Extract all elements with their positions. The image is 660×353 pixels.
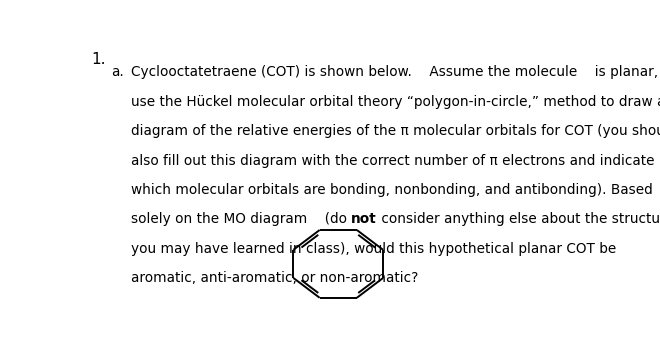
- Text: you may have learned in class), would this hypothetical planar COT be: you may have learned in class), would th…: [131, 241, 616, 256]
- Text: which molecular orbitals are bonding, nonbonding, and antibonding). Based: which molecular orbitals are bonding, no…: [131, 183, 652, 197]
- Text: consider anything else about the structure: consider anything else about the structu…: [377, 212, 660, 226]
- Text: aromatic, anti-aromatic, or non-aromatic?: aromatic, anti-aromatic, or non-aromatic…: [131, 271, 418, 285]
- Text: not: not: [351, 212, 377, 226]
- Text: a.: a.: [111, 65, 123, 79]
- Text: diagram of the relative energies of the π molecular orbitals for COT (you should: diagram of the relative energies of the …: [131, 124, 660, 138]
- Text: 1.: 1.: [92, 52, 106, 67]
- Text: Cyclooctatetraene (COT) is shown below.    Assume the molecule    is planar,: Cyclooctatetraene (COT) is shown below. …: [131, 65, 658, 79]
- Text: also fill out this diagram with the correct number of π electrons and indicate: also fill out this diagram with the corr…: [131, 154, 654, 168]
- Text: use the Hückel molecular orbital theory “polygon-in-circle,” method to draw a: use the Hückel molecular orbital theory …: [131, 95, 660, 109]
- Text: solely on the MO diagram    (do: solely on the MO diagram (do: [131, 212, 351, 226]
